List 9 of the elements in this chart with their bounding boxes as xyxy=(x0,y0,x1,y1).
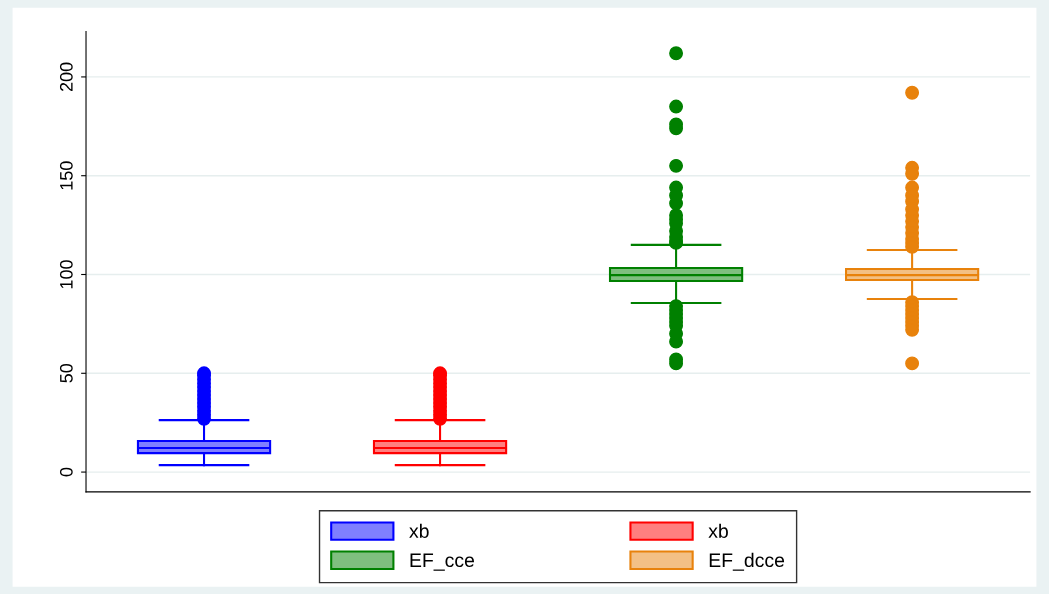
legend-label: EF_dcce xyxy=(709,552,785,571)
legend-label: xb xyxy=(708,523,728,538)
y-tick-label: 0 xyxy=(59,467,73,477)
legend-label: xb xyxy=(409,523,429,538)
y-tick-label: 150 xyxy=(59,161,73,190)
legend-label: EF_cce xyxy=(410,553,475,571)
y-tick-label: 200 xyxy=(59,62,73,92)
y-tick-label: 100 xyxy=(59,260,73,289)
y-tick-label: 50 xyxy=(59,363,73,383)
